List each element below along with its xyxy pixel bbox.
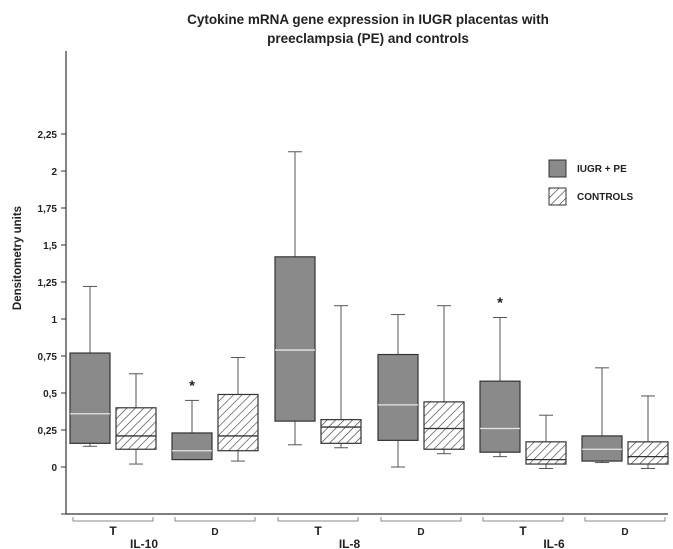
- y-axis-label: Densitometry units: [12, 206, 24, 310]
- subgroup-label: T: [519, 524, 527, 538]
- subgroup-label: T: [109, 524, 117, 538]
- y-tick-label: 0,5: [43, 389, 57, 400]
- box-plots: **: [69, 151, 669, 469]
- legend: IUGR + PE CONTROLS: [548, 159, 633, 206]
- box-iqr: [581, 435, 623, 462]
- box-iqr: [69, 352, 111, 444]
- chart-title-line2: preeclampsia (PE) and controls: [267, 31, 469, 46]
- box-controls: [320, 305, 362, 449]
- y-tick-label: 0: [51, 463, 57, 474]
- y-tick-label: 0,25: [38, 426, 58, 437]
- subgroup-label: D: [211, 527, 218, 538]
- box-iqr: [171, 432, 213, 461]
- group-label: IL-10: [130, 537, 158, 549]
- box-controls: [423, 305, 465, 455]
- subgroup-bracket: [380, 517, 462, 522]
- legend-swatch-controls: [548, 187, 567, 206]
- y-tick-label: 2: [51, 167, 57, 178]
- box-iqr: [423, 401, 465, 450]
- box-iqr: [320, 419, 362, 444]
- box-iqr: [525, 441, 567, 465]
- box-iugr-pe: [377, 314, 419, 468]
- subgroup-label: D: [417, 527, 424, 538]
- chart-title-line1: Cytokine mRNA gene expression in IUGR pl…: [187, 12, 549, 27]
- box-iugr-pe: [69, 285, 111, 447]
- box-iugr-pe: *: [479, 295, 521, 458]
- box-iugr-pe: *: [171, 377, 213, 461]
- box-controls: [525, 414, 567, 469]
- y-tick-label: 1,75: [38, 204, 58, 215]
- box-controls: [217, 356, 259, 462]
- y-tick-label: 1,5: [43, 241, 57, 252]
- subgroup-bracket: [277, 517, 359, 522]
- box-iqr: [627, 441, 669, 465]
- subgroup-bracket: [72, 517, 154, 522]
- significance-marker: *: [189, 377, 195, 394]
- box-controls: [627, 395, 669, 469]
- subgroup-bracket: [482, 517, 564, 522]
- y-tick-label: 2,25: [38, 130, 58, 141]
- legend-label-iugr-pe: IUGR + PE: [577, 164, 627, 175]
- box-controls: [115, 373, 157, 465]
- y-tick-label: 1,25: [38, 278, 58, 289]
- y-tick-label: 1: [51, 315, 57, 326]
- legend-swatch-iugr-pe: [548, 159, 567, 178]
- subgroup-label: D: [621, 527, 628, 538]
- box-iugr-pe: [581, 367, 623, 464]
- subgroup-bracket: [584, 517, 666, 522]
- box-iqr: [115, 407, 157, 450]
- legend-label-controls: CONTROLS: [577, 192, 633, 203]
- subgroup-bracket: [174, 517, 256, 522]
- box-iqr: [274, 256, 316, 422]
- y-tick-label: 0,75: [38, 352, 58, 363]
- box-iqr: [217, 393, 259, 452]
- box-iugr-pe: [274, 151, 316, 446]
- axes: 0 0,25 0,5 0,75 1 1,25 1,5 1,75 2 2,25 T D IL-10 T D IL…: [38, 51, 668, 549]
- group-label: IL-6: [543, 537, 565, 549]
- box-iqr: [377, 353, 419, 441]
- box-iqr: [479, 380, 521, 453]
- subgroup-label: T: [314, 524, 322, 538]
- group-label: IL-8: [339, 537, 361, 549]
- significance-marker: *: [497, 295, 503, 312]
